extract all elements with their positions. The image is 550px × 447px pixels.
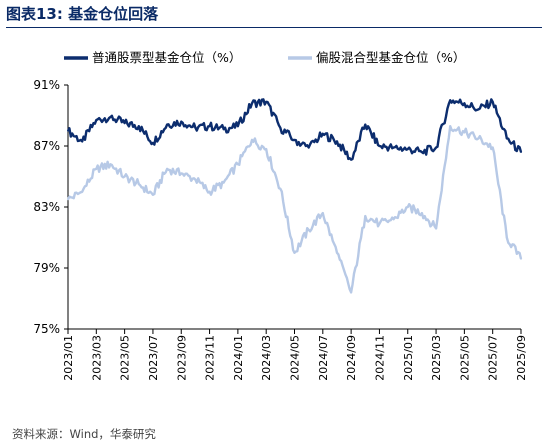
- chart-axes: 75% 79% 83% 87% 91% 2023/01 2023/03 2023/05 2023…: [33, 78, 528, 381]
- data-point: [336, 251, 338, 254]
- x-tick-label: 2024/11: [373, 335, 386, 381]
- data-point: [406, 148, 409, 151]
- x-tick-label: 2025/05: [458, 335, 471, 381]
- data-point: [95, 119, 98, 121]
- data-point: [265, 100, 268, 103]
- data-point: [392, 218, 395, 221]
- data-point: [378, 145, 381, 147]
- data-point: [336, 140, 338, 143]
- x-tick-label: 2023/07: [147, 335, 160, 381]
- data-point: [152, 142, 154, 144]
- x-tick-label: 2025/07: [487, 335, 500, 381]
- data-point: [208, 125, 211, 128]
- data-point: [307, 146, 310, 149]
- data-point: [435, 146, 437, 149]
- data-point: [435, 227, 437, 230]
- y-tick-label: 91%: [33, 78, 60, 92]
- data-point: [137, 125, 140, 128]
- data-point: [251, 102, 253, 105]
- data-point: [477, 137, 480, 140]
- data-point: [279, 126, 282, 129]
- data-point: [463, 131, 466, 134]
- x-tick-label: 2023/11: [204, 335, 217, 381]
- x-tick-label: 2023/03: [90, 335, 103, 381]
- y-tick-label: 75%: [33, 322, 60, 336]
- data-point: [152, 193, 154, 196]
- x-tick-label: 2024/05: [289, 335, 302, 381]
- data-point: [208, 190, 211, 193]
- x-tick-label: 2024/03: [260, 335, 273, 381]
- x-tick-label: 2024/07: [317, 335, 330, 381]
- data-point: [449, 99, 452, 102]
- data-point: [67, 129, 69, 132]
- data-point: [222, 181, 225, 184]
- x-tick-label: 2024/01: [232, 335, 245, 381]
- data-point: [392, 146, 395, 149]
- data-point: [350, 158, 352, 161]
- data-point: [81, 190, 84, 193]
- data-point: [307, 229, 310, 231]
- data-point: [237, 163, 239, 166]
- data-point: [109, 163, 112, 166]
- data-point: [378, 222, 381, 225]
- data-point: [67, 198, 69, 201]
- chart-legend: 普通股票型基金仓位（%） 偏股混合型基金仓位（%）: [64, 50, 465, 65]
- x-tick-label: 2023/05: [119, 335, 132, 381]
- data-point: [180, 120, 183, 123]
- data-point: [520, 258, 522, 260]
- x-tick-label: 2025/01: [402, 335, 415, 381]
- data-point: [81, 140, 84, 143]
- data-point: [321, 132, 324, 135]
- data-point: [123, 122, 126, 124]
- data-point: [520, 151, 522, 154]
- y-tick-label: 83%: [33, 200, 60, 214]
- data-point: [265, 148, 268, 151]
- data-point: [491, 146, 494, 149]
- data-point: [194, 178, 197, 181]
- data-point: [166, 168, 169, 170]
- x-tick-label: 2024/09: [345, 335, 358, 381]
- data-point: [421, 212, 423, 215]
- data-point: [251, 139, 253, 141]
- y-tick-label: 87%: [33, 139, 60, 153]
- legend-label: 偏股混合型基金仓位（%）: [316, 50, 465, 65]
- data-point: [137, 183, 140, 186]
- source-note: 资料来源：Wind，华泰研究: [12, 427, 156, 441]
- data-point: [180, 172, 183, 175]
- data-point: [350, 291, 352, 294]
- data-point: [449, 125, 452, 128]
- data-point: [123, 175, 126, 178]
- data-point: [364, 123, 367, 126]
- data-point: [421, 151, 423, 154]
- data-point: [237, 125, 239, 128]
- x-tick-label: 2023/09: [175, 335, 188, 381]
- chart-series: [66, 98, 523, 294]
- data-point: [491, 100, 494, 103]
- line-chart: 普通股票型基金仓位（%） 偏股混合型基金仓位（%） 75% 79% 83% 87% 91%…: [33, 50, 528, 381]
- title-rule: [6, 27, 542, 28]
- x-tick-label: 2025/09: [515, 335, 528, 381]
- x-tick-label: 2025/03: [430, 335, 443, 381]
- data-point: [406, 206, 409, 208]
- legend-label: 普通股票型基金仓位（%）: [92, 50, 241, 65]
- data-point: [477, 108, 480, 111]
- data-point: [321, 212, 324, 215]
- data-point: [95, 168, 98, 170]
- data-point: [222, 128, 225, 131]
- data-point: [364, 215, 367, 218]
- data-point: [279, 187, 282, 190]
- figure-title: 图表13: 基金仓位回落: [6, 5, 159, 23]
- x-tick-label: 2023/01: [62, 335, 75, 381]
- y-tick-label: 79%: [33, 261, 60, 275]
- data-point: [505, 137, 508, 140]
- data-point: [293, 251, 296, 254]
- data-point: [109, 116, 112, 118]
- data-point: [166, 123, 169, 126]
- data-point: [505, 236, 508, 239]
- data-point: [463, 102, 466, 105]
- data-point: [194, 126, 197, 129]
- series-line: [66, 125, 523, 294]
- data-point: [293, 139, 296, 141]
